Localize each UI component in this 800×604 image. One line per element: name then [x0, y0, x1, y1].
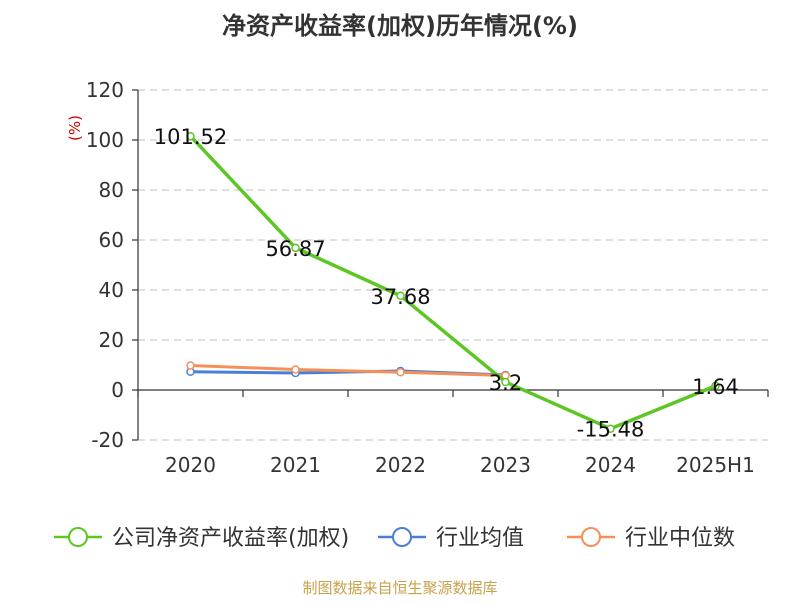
x-tick-label: 2025H1: [676, 453, 755, 477]
data-point-0: [711, 381, 720, 391]
legend-marker-2: [581, 527, 601, 547]
data-point-2: [291, 365, 300, 374]
x-tick-label: 2023: [480, 453, 531, 477]
data-label: 56.87: [265, 237, 325, 261]
y-tick-labels: -20 0 20 40 60 80 100 120: [86, 78, 124, 452]
x-tick-label: 2024: [585, 453, 636, 477]
data-labels: 101.52 56.87 37.68 3.2 -15.48 1.64: [154, 125, 739, 442]
y-tick-label: -20: [91, 428, 124, 452]
y-tick-label: 80: [99, 178, 124, 202]
data-label: 37.68: [370, 285, 430, 309]
y-tick-label: 40: [99, 278, 124, 302]
x-tick-label: 2022: [375, 453, 426, 477]
x-tick-label: 2021: [270, 453, 321, 477]
y-tick-label: 0: [111, 378, 124, 402]
y-axis-label: (%): [66, 115, 84, 141]
data-label: 101.52: [154, 125, 227, 149]
axes: [137, 90, 769, 440]
data-point-0: [501, 377, 510, 387]
data-point-2: [396, 368, 405, 377]
y-tick-label: 100: [86, 128, 124, 152]
y-tick-label: 20: [99, 328, 124, 352]
data-label: 3.2: [489, 371, 522, 395]
legend-label: 行业中位数: [625, 526, 735, 551]
grid-lines: [132, 89, 768, 441]
data-point-2: [186, 361, 195, 370]
legend-label: 行业均值: [436, 526, 524, 551]
y-tick-label: 120: [86, 78, 124, 102]
data-label: -15.48: [577, 418, 645, 442]
source-note: 制图数据来自恒生聚源数据库: [302, 579, 497, 597]
data-point-0: [396, 291, 405, 301]
series-line-0: [189, 135, 717, 431]
legend-marker-0: [68, 527, 88, 547]
chart-title: 净资产收益率(加权)历年情况(%): [222, 12, 578, 40]
series-group: [186, 131, 720, 433]
x-tick-labels: 2020 2021 2022 2023 2024 2025H1: [165, 453, 755, 477]
x-tick-label: 2020: [165, 453, 216, 477]
data-point-0: [291, 243, 300, 253]
series-line-2: [190, 364, 506, 377]
legend-label: 公司净资产收益率(加权): [112, 526, 349, 551]
y-tick-label: 60: [99, 228, 124, 252]
data-label: 1.64: [692, 375, 739, 399]
data-point-0: [606, 424, 615, 433]
legend-marker-1: [392, 527, 412, 547]
legend: 公司净资产收益率(加权) 行业均值 行业中位数: [54, 526, 735, 551]
data-point-0: [186, 131, 195, 141]
